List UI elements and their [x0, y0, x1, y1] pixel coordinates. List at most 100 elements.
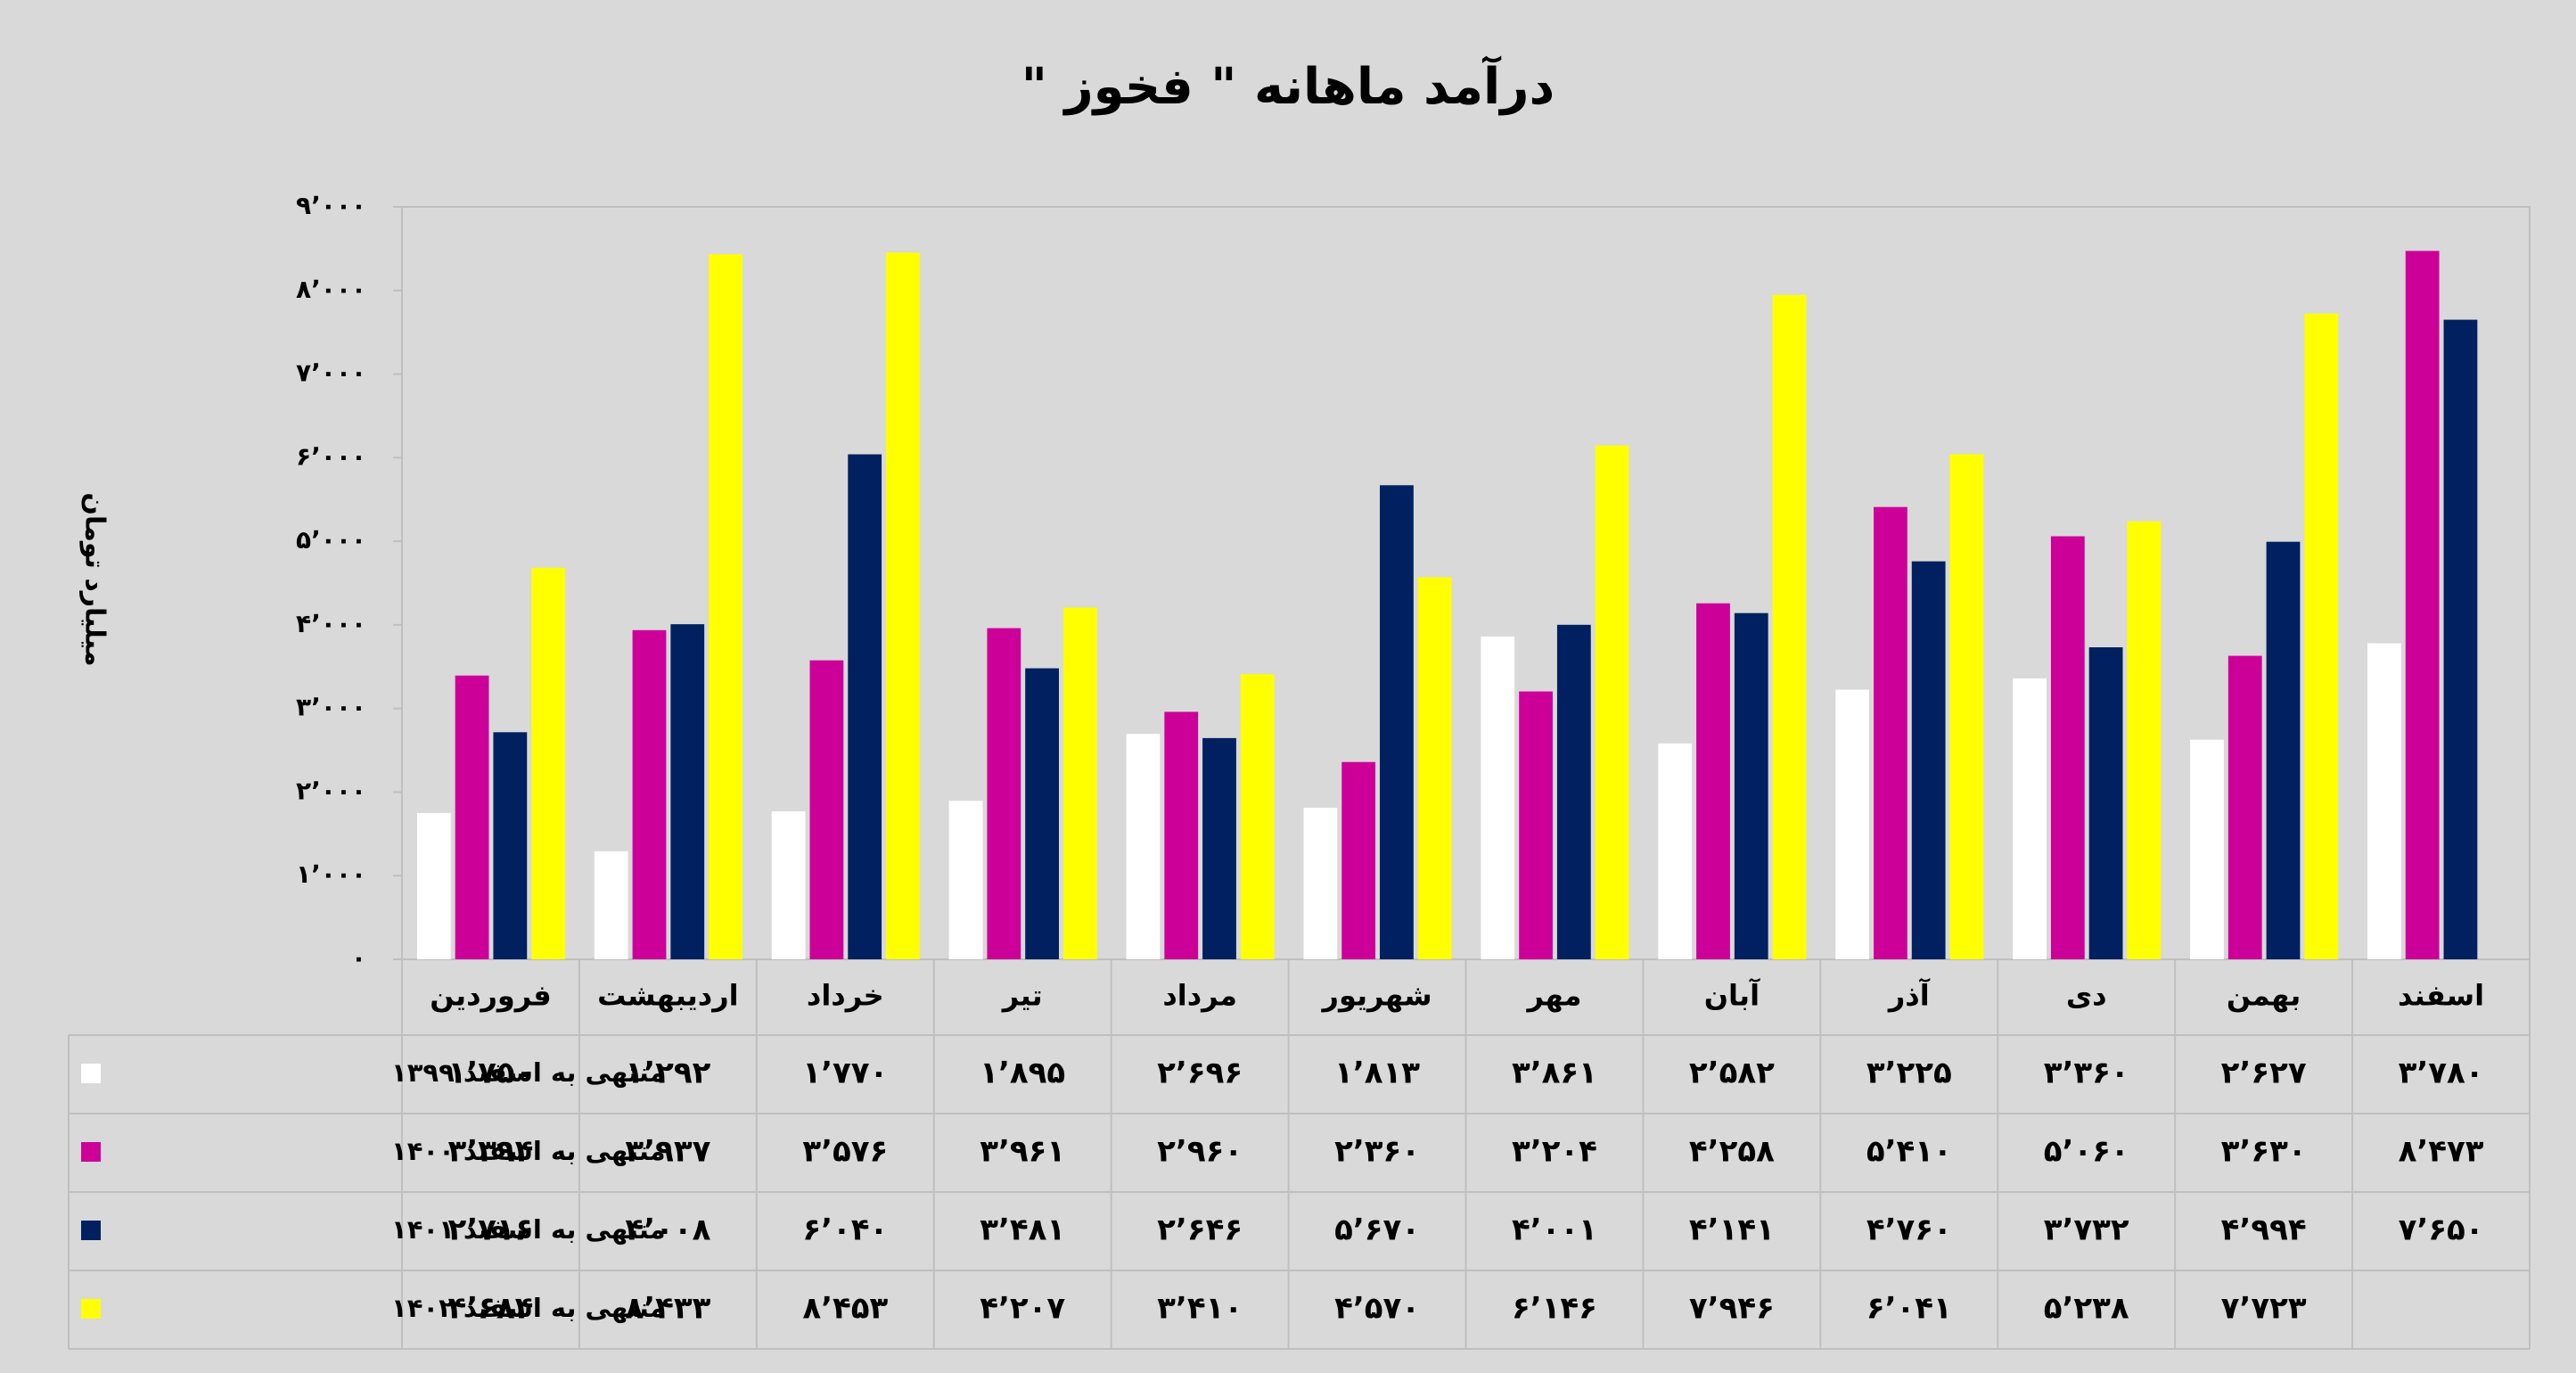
data-label: ۳٬۴۱۰ — [1157, 1291, 1243, 1327]
data-label: ۷٬۶۵۰ — [2399, 1213, 2484, 1248]
bar — [493, 732, 528, 959]
bar — [1949, 454, 1984, 960]
data-label: ۳٬۳۶۰ — [2044, 1056, 2129, 1091]
bar — [709, 254, 742, 959]
bar — [1202, 737, 1236, 959]
data-label: ۳٬۷۸۰ — [2399, 1056, 2484, 1091]
x-tick-label: فروردین — [430, 979, 551, 1013]
bar — [1556, 624, 1591, 959]
bar — [1481, 636, 1515, 959]
x-tick-label: آذر — [1887, 978, 1931, 1013]
bar — [1696, 603, 1730, 959]
data-label: ۱٬۸۱۳ — [1334, 1056, 1420, 1091]
y-tick-label: ۷٬۰۰۰ — [296, 358, 366, 388]
bar — [987, 628, 1021, 959]
data-label: ۶٬۰۴۱ — [1866, 1291, 1952, 1327]
data-label: ۸٬۴۳۳ — [625, 1291, 710, 1327]
data-label: ۳٬۹۳۷ — [625, 1134, 710, 1170]
x-tick-label: بهمن — [2227, 979, 2301, 1013]
bar — [1772, 294, 1807, 959]
bar — [1874, 506, 1907, 959]
y-axis-label: میلیارد تومان — [79, 492, 111, 666]
x-tick-label: اسفند — [2398, 979, 2484, 1013]
legend-label: منتهی به اسفند ۱۴۰۰ — [391, 1136, 666, 1166]
bar — [1164, 711, 1199, 959]
bar — [594, 851, 628, 959]
y-tick-label: ۶٬۰۰۰ — [296, 441, 366, 471]
bar — [809, 660, 844, 959]
bar — [1911, 561, 1946, 959]
bar — [1062, 607, 1097, 959]
x-tick-label: مهر — [1526, 979, 1582, 1013]
bar — [1835, 689, 1870, 959]
legend-label: منتهی به اسفند ۱۴۰۲ — [391, 1293, 666, 1323]
y-tick-label: ۱٬۰۰۰ — [296, 859, 366, 889]
data-label: ۱٬۷۷۰ — [802, 1056, 888, 1091]
data-label: ۳٬۷۳۲ — [2044, 1213, 2129, 1248]
bar — [1734, 613, 1768, 959]
legend-marker — [81, 1064, 101, 1083]
bar — [2227, 655, 2262, 959]
data-label: ۴٬۲۰۷ — [980, 1291, 1065, 1327]
data-label: ۳٬۲۰۴ — [1512, 1134, 1597, 1170]
data-label: ۲٬۶۲۷ — [2221, 1056, 2307, 1091]
bar — [2367, 643, 2401, 959]
data-label: ۳٬۳۹۴ — [447, 1134, 533, 1170]
bar — [948, 801, 983, 959]
data-label: ۱٬۷۵۰ — [447, 1056, 533, 1091]
chart-title: درآمد ماهانه " فخوز " — [1021, 55, 1555, 116]
data-label: ۵٬۰۶۰ — [2044, 1134, 2129, 1170]
y-tick-label: ۲٬۰۰۰ — [296, 776, 366, 805]
data-label: ۲٬۳۶۰ — [1334, 1134, 1420, 1170]
data-label: ۲٬۵۸۲ — [1689, 1056, 1775, 1091]
x-tick-label: دی — [2066, 979, 2107, 1013]
y-tick-label: ۰ — [351, 943, 366, 973]
bar — [1595, 445, 1629, 959]
data-label: ۷٬۷۲۳ — [2221, 1291, 2307, 1327]
bar — [1658, 743, 1693, 959]
y-tick-label: ۸٬۰۰۰ — [296, 275, 366, 304]
data-label: ۵٬۲۳۸ — [2044, 1291, 2129, 1327]
legend-marker — [81, 1299, 101, 1319]
data-label: ۱٬۸۹۵ — [980, 1056, 1065, 1091]
data-label: ۴٬۷۶۰ — [1866, 1213, 1952, 1248]
y-tick-label: ۴٬۰۰۰ — [296, 609, 366, 638]
bar — [1380, 485, 1414, 959]
bar — [455, 675, 489, 959]
legend-marker — [81, 1142, 101, 1162]
data-label: ۶٬۱۴۶ — [1512, 1291, 1597, 1327]
bar — [771, 811, 806, 959]
bar — [670, 624, 705, 959]
bar — [632, 629, 667, 959]
data-label: ۳٬۶۳۰ — [2221, 1134, 2307, 1170]
bar — [2304, 313, 2339, 959]
y-tick-label: ۳٬۰۰۰ — [296, 693, 366, 722]
data-label: ۲٬۹۶۰ — [1157, 1134, 1243, 1170]
data-label: ۲٬۷۱۶ — [447, 1213, 533, 1248]
x-tick-label: آبان — [1704, 978, 1760, 1013]
x-tick-label: مرداد — [1162, 979, 1237, 1013]
x-tick-label: تیر — [1001, 979, 1043, 1013]
legend-label: منتهی به اسفند ۱۳۹۹ — [391, 1057, 666, 1088]
bar — [2190, 739, 2224, 959]
data-label: ۳٬۵۷۶ — [802, 1134, 888, 1170]
bar — [2088, 647, 2123, 959]
x-tick-label: خرداد — [807, 979, 884, 1013]
data-label: ۵٬۶۷۰ — [1334, 1213, 1420, 1248]
bar — [1417, 577, 1452, 959]
x-tick-label: شهریور — [1321, 979, 1432, 1013]
legend-label: منتهی به اسفند ۱۴۰۱ — [391, 1214, 666, 1245]
bar — [1126, 734, 1161, 959]
y-tick-label: ۹٬۰۰۰ — [296, 191, 366, 220]
x-tick-label: اردیبهشت — [597, 979, 738, 1013]
bar — [1303, 807, 1338, 959]
data-label: ۳٬۹۶۱ — [980, 1134, 1065, 1170]
bar — [848, 454, 882, 959]
bar — [2266, 541, 2301, 959]
bar — [531, 567, 566, 959]
bar — [1341, 761, 1376, 959]
bar — [1025, 668, 1059, 959]
y-tick-label: ۵٬۰۰۰ — [296, 525, 366, 555]
data-label: ۶٬۰۴۰ — [802, 1213, 888, 1248]
